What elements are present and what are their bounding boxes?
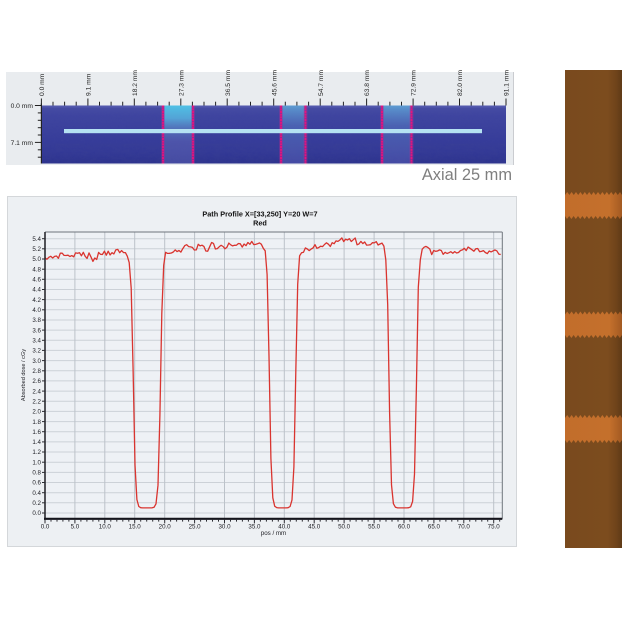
- svg-text:18.2 mm: 18.2 mm: [132, 70, 139, 96]
- svg-text:1.4: 1.4: [32, 439, 41, 446]
- svg-text:3.8: 3.8: [32, 317, 41, 324]
- svg-text:36.5 mm: 36.5 mm: [225, 70, 232, 96]
- svg-text:5.2: 5.2: [32, 246, 41, 253]
- svg-text:91.1 mm: 91.1 mm: [504, 70, 511, 96]
- svg-text:2.0: 2.0: [32, 409, 41, 416]
- svg-text:1.2: 1.2: [32, 449, 41, 456]
- svg-text:30.0: 30.0: [218, 524, 231, 531]
- svg-text:0.0 mm: 0.0 mm: [11, 103, 34, 110]
- svg-text:0.4: 0.4: [32, 490, 41, 497]
- svg-text:0.0: 0.0: [32, 510, 41, 517]
- svg-text:9.1 mm: 9.1 mm: [86, 73, 93, 96]
- svg-text:0.2: 0.2: [32, 500, 41, 507]
- svg-text:3.6: 3.6: [32, 327, 41, 334]
- svg-text:5.4: 5.4: [32, 236, 41, 243]
- svg-text:4.4: 4.4: [32, 287, 41, 294]
- svg-text:10.0: 10.0: [99, 524, 112, 531]
- svg-text:2.2: 2.2: [32, 398, 41, 405]
- svg-text:0.6: 0.6: [32, 480, 41, 487]
- svg-text:27.3 mm: 27.3 mm: [178, 70, 185, 96]
- svg-text:5.0: 5.0: [32, 256, 41, 263]
- svg-text:15.0: 15.0: [129, 524, 142, 531]
- svg-text:82.0 mm: 82.0 mm: [457, 70, 464, 96]
- svg-text:54.7 mm: 54.7 mm: [318, 70, 325, 96]
- svg-text:4.0: 4.0: [32, 307, 41, 314]
- svg-text:50.0: 50.0: [338, 524, 351, 531]
- svg-text:3.4: 3.4: [32, 338, 41, 345]
- svg-text:5.0: 5.0: [71, 524, 80, 531]
- svg-text:7.1 mm: 7.1 mm: [11, 140, 34, 147]
- svg-text:45.6 mm: 45.6 mm: [271, 70, 278, 96]
- svg-text:70.0: 70.0: [458, 524, 471, 531]
- svg-text:4.2: 4.2: [32, 297, 41, 304]
- svg-text:0.0 mm: 0.0 mm: [39, 73, 46, 96]
- svg-text:2.8: 2.8: [32, 368, 41, 375]
- svg-text:pos / mm: pos / mm: [261, 530, 286, 537]
- svg-text:Path Profile X=[33,250] Y=20 W: Path Profile X=[33,250] Y=20 W=7: [202, 209, 317, 218]
- svg-text:25.0: 25.0: [189, 524, 202, 531]
- svg-text:63.8 mm: 63.8 mm: [364, 70, 371, 96]
- svg-text:1.8: 1.8: [32, 419, 41, 426]
- svg-text:72.9 mm: 72.9 mm: [411, 70, 418, 96]
- svg-text:35.0: 35.0: [248, 524, 261, 531]
- svg-text:65.0: 65.0: [428, 524, 441, 531]
- svg-text:2.6: 2.6: [32, 378, 41, 385]
- svg-text:0.8: 0.8: [32, 470, 41, 477]
- svg-text:55.0: 55.0: [368, 524, 381, 531]
- svg-text:60.0: 60.0: [398, 524, 411, 531]
- svg-text:3.2: 3.2: [32, 348, 41, 355]
- svg-text:3.0: 3.0: [32, 358, 41, 365]
- svg-text:0.0: 0.0: [41, 524, 50, 531]
- svg-text:1.6: 1.6: [32, 429, 41, 436]
- svg-text:45.0: 45.0: [308, 524, 321, 531]
- svg-text:40.0: 40.0: [278, 524, 291, 531]
- svg-text:2.4: 2.4: [32, 388, 41, 395]
- svg-text:4.6: 4.6: [32, 277, 41, 284]
- svg-text:Absorbed dose / cGy: Absorbed dose / cGy: [21, 349, 27, 401]
- svg-text:Red: Red: [253, 219, 267, 228]
- svg-text:20.0: 20.0: [159, 524, 172, 531]
- svg-text:75.0: 75.0: [488, 524, 501, 531]
- svg-text:1.0: 1.0: [32, 459, 41, 466]
- svg-text:4.8: 4.8: [32, 266, 41, 273]
